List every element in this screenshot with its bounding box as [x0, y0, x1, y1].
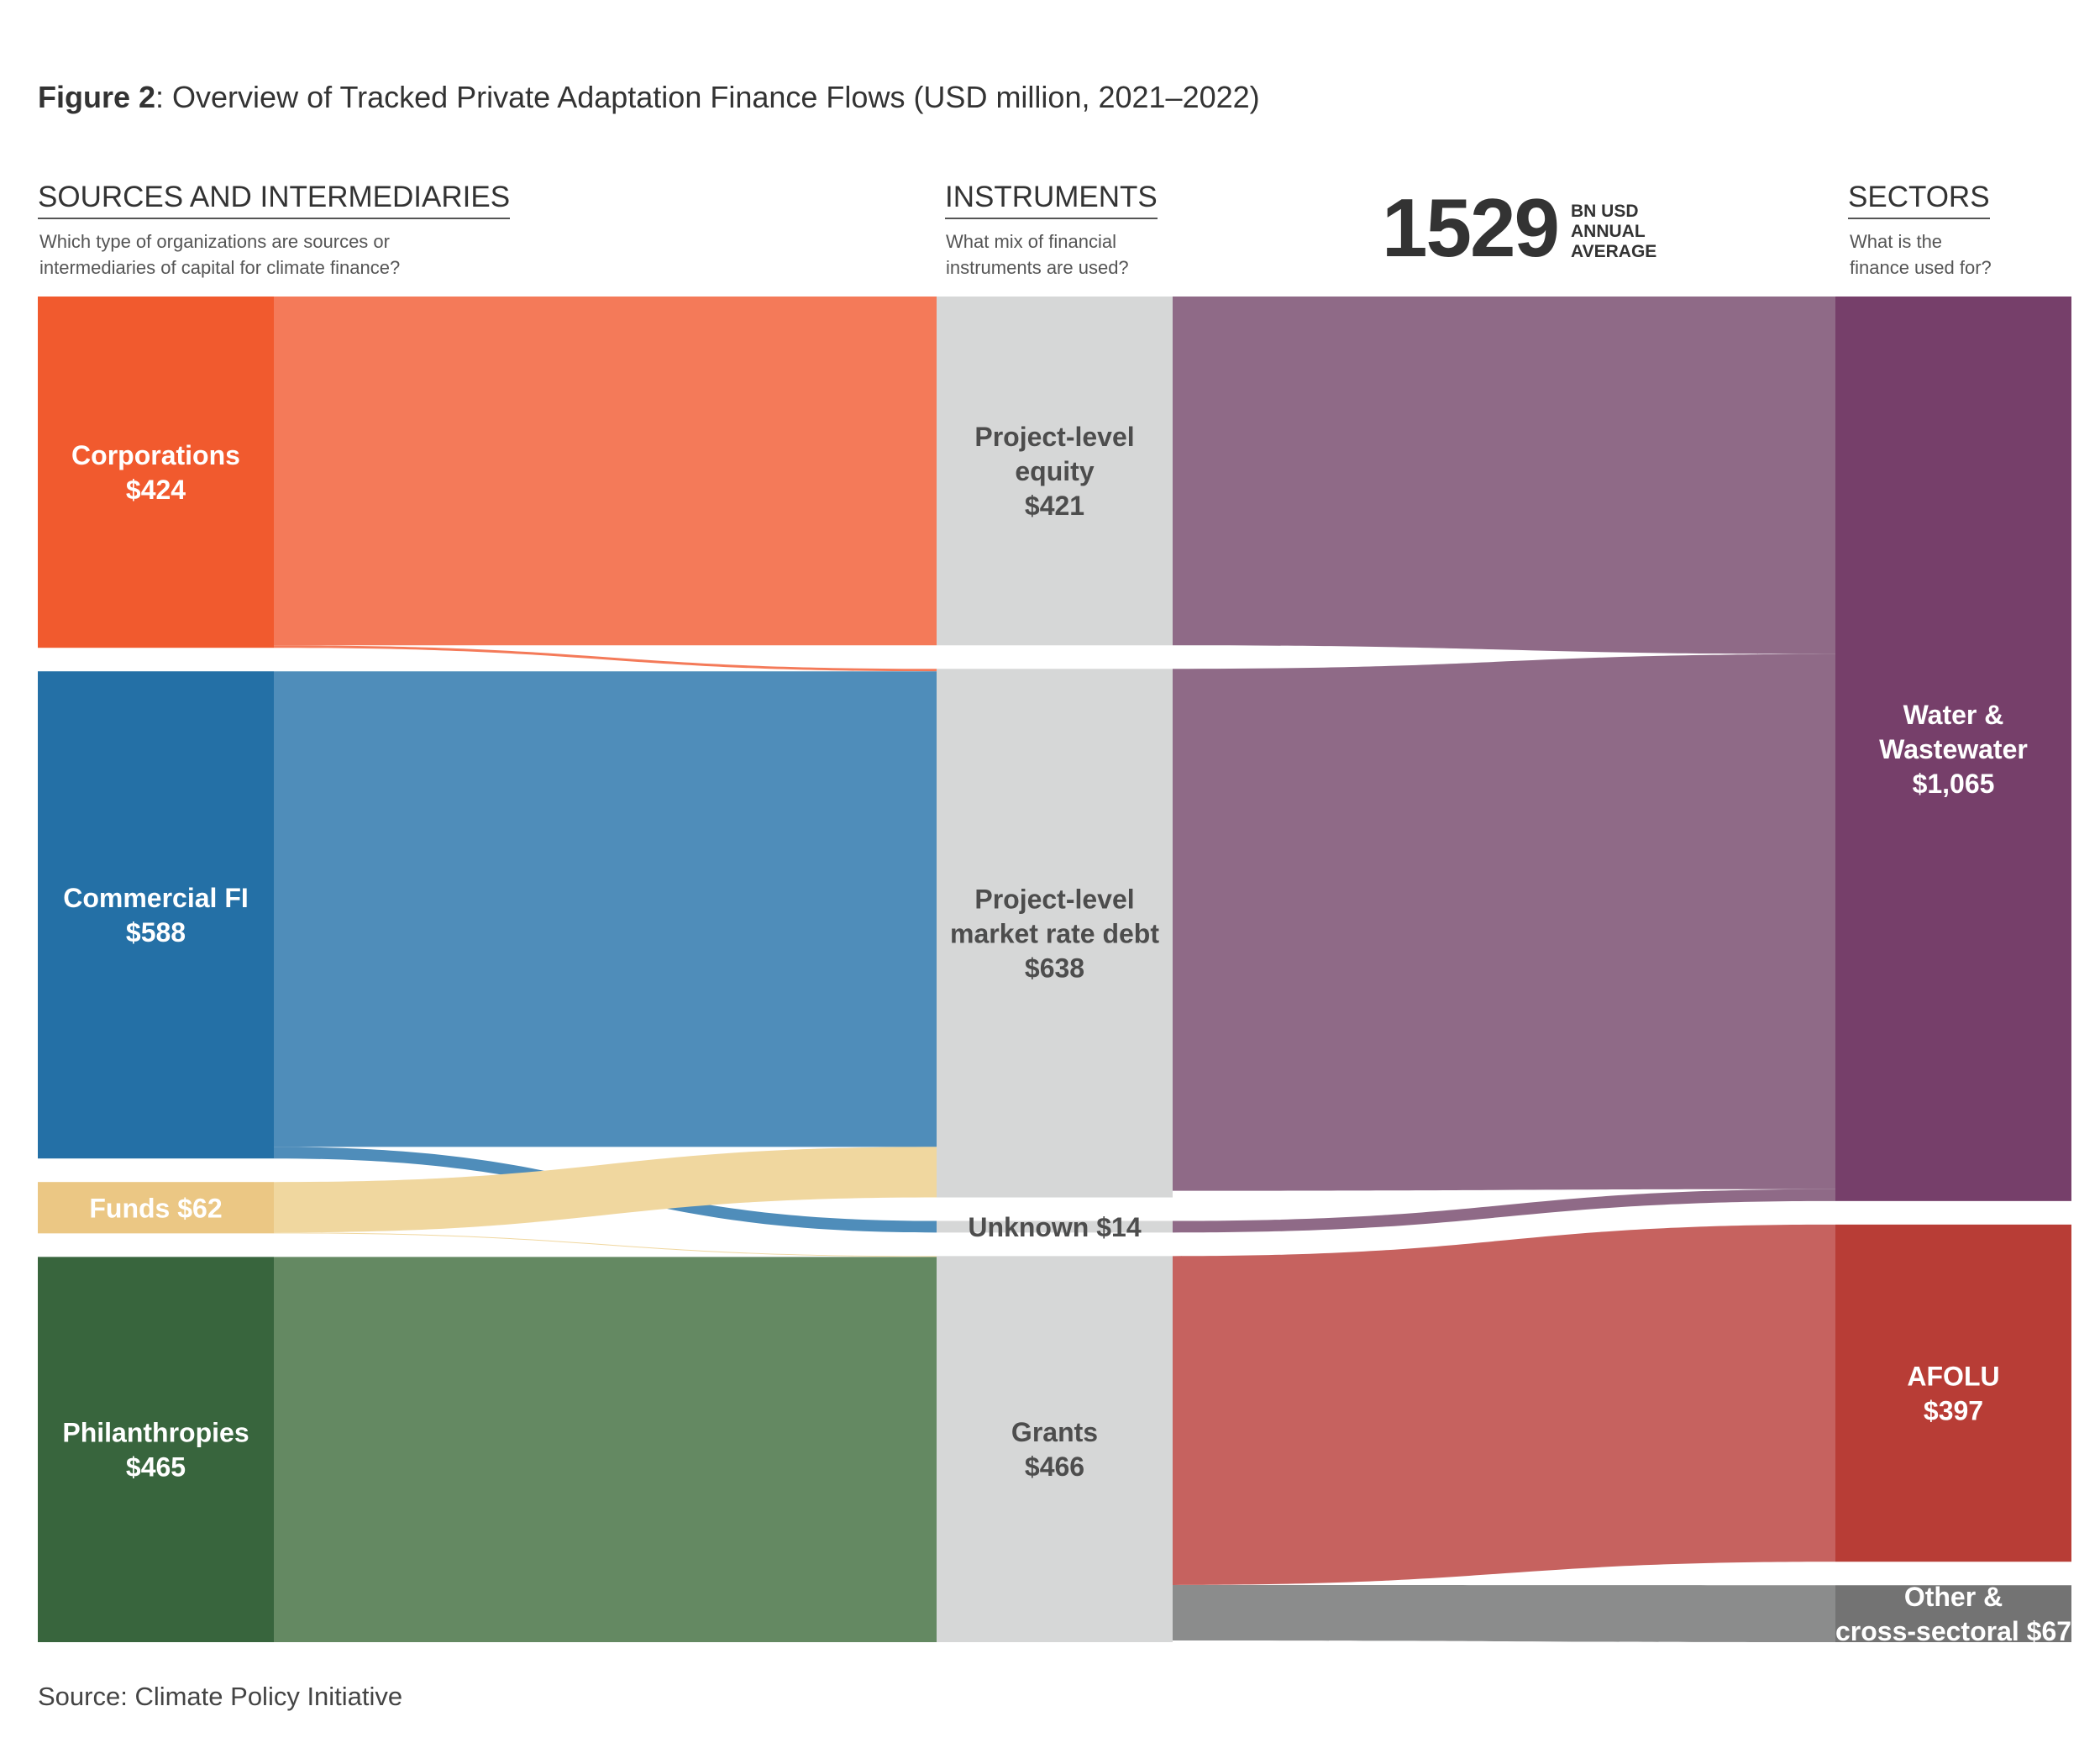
- source-label-line: Commercial FI: [63, 883, 249, 913]
- source-label-line: $424: [126, 475, 186, 505]
- sources-subheading: Which type of organizations are sources …: [39, 228, 400, 281]
- source-label-line: Philanthropies: [62, 1418, 249, 1448]
- source-label-funds: Funds $62: [89, 1193, 222, 1223]
- instrument-label-unknown: Unknown $14: [968, 1212, 1141, 1242]
- sector-label-other: Other & cross-sectoral $67: [1835, 1582, 2071, 1646]
- flow-grants-to-other: [1173, 1584, 1835, 1642]
- source-label-line: $465: [126, 1452, 186, 1483]
- flow-equity-to-water: [1173, 297, 1835, 654]
- flow-debt-to-water: [1173, 654, 1835, 1191]
- flow-funds-to-debt: [274, 1147, 937, 1233]
- source-node-commercial_fi: [38, 671, 274, 1159]
- sectors-subheading-line: What is the: [1850, 231, 1943, 252]
- sector-label-line: Other &: [1904, 1582, 2003, 1612]
- sector-label-line: cross-sectoral $67: [1835, 1616, 2071, 1646]
- source-note: Source: Climate Policy Initiative: [38, 1682, 403, 1711]
- total-unit-line: BN USD: [1571, 202, 1639, 221]
- instrument-label-debt: Project-level market rate debt $638: [950, 884, 1159, 983]
- flow-commercial_fi-to-debt: [274, 671, 937, 1147]
- instrument-label-line: Grants: [1011, 1417, 1098, 1447]
- instrument-label-equity: Project-level equity $421: [974, 422, 1134, 521]
- source-node-funds: [38, 1182, 274, 1234]
- sectors-subheading-line: finance used for?: [1850, 257, 1992, 278]
- instruments-subheading-line: What mix of financial: [946, 231, 1116, 252]
- source-node-philanthropies: [38, 1257, 274, 1642]
- source-label-line: Funds $62: [89, 1193, 222, 1223]
- instruments-subheading: What mix of financial instruments are us…: [946, 228, 1129, 281]
- instrument-node-grants: [937, 1256, 1173, 1642]
- total-unit-line: ANNUAL: [1571, 222, 1646, 241]
- flow-funds-to-grants: [274, 1232, 937, 1257]
- instrument-label-line: $466: [1025, 1451, 1084, 1482]
- sector-label-line: AFOLU: [1907, 1362, 1999, 1392]
- instrument-label-line: $638: [1025, 953, 1084, 983]
- instruments-subheading-line: instruments are used?: [946, 257, 1129, 278]
- sector-label-line: Water &: [1903, 700, 2004, 730]
- instrument-label-line: $421: [1025, 491, 1084, 521]
- sankey-nodes: [38, 297, 2071, 1642]
- source-label-philanthropies: Philanthropies $465: [62, 1418, 249, 1483]
- source-label-line: Corporations: [71, 440, 240, 470]
- sector-label-afolu: AFOLU $397: [1907, 1362, 1999, 1426]
- figure-title-text: : Overview of Tracked Private Adaptation…: [155, 80, 1260, 114]
- flow-philanthropies-to-grants: [274, 1257, 937, 1642]
- figure-label: Figure 2: [38, 80, 156, 114]
- sector-label-line: $1,065: [1913, 769, 1995, 799]
- sankey-links: [274, 297, 1835, 1642]
- sector-node-other: [1835, 1585, 2071, 1642]
- sources-subheading-line: intermediaries of capital for climate fi…: [39, 257, 401, 278]
- flow-unknown-to-water: [1173, 1189, 1835, 1233]
- total-unit: BN USD ANNUAL AVERAGE: [1571, 202, 1656, 262]
- source-label-corporations: Corporations $424: [71, 440, 240, 505]
- sectors-subheading: What is the finance used for?: [1850, 228, 1992, 281]
- instrument-label-line: Unknown $14: [968, 1212, 1141, 1242]
- source-label-line: $588: [126, 917, 186, 947]
- instrument-node-unknown: [937, 1220, 1173, 1233]
- flow-corporations-to-debt: [274, 645, 937, 672]
- flow-grants-to-afolu: [1173, 1224, 1835, 1585]
- instruments-heading: INSTRUMENTS: [945, 181, 1158, 219]
- instrument-label-line: equity: [1015, 456, 1094, 486]
- source-node-corporations: [38, 297, 274, 648]
- sector-node-water: [1835, 297, 2071, 1201]
- figure-title: Figure 2: Overview of Tracked Private Ad…: [38, 80, 1260, 115]
- sector-label-water: Water & Wastewater $1,065: [1879, 700, 2028, 799]
- instrument-node-equity: [937, 297, 1173, 646]
- source-label-commercial_fi: Commercial FI $588: [63, 883, 249, 947]
- instrument-node-debt: [937, 669, 1173, 1198]
- sector-label-line: Wastewater: [1879, 734, 2028, 764]
- instrument-label-line: market rate debt: [950, 918, 1159, 948]
- instrument-label-line: Project-level: [974, 422, 1134, 452]
- instrument-label-grants: Grants $466: [1011, 1417, 1098, 1482]
- sankey-labels: Corporations $424 Commercial FI $588 Funds $…: [62, 422, 2071, 1646]
- instrument-label-line: Project-level: [974, 884, 1134, 914]
- total-value: 1529: [1382, 181, 1560, 274]
- flow-corporations-to-equity: [274, 297, 937, 646]
- sources-subheading-line: Which type of organizations are sources …: [39, 231, 390, 252]
- total-unit-line: AVERAGE: [1571, 242, 1657, 261]
- sector-label-line: $397: [1924, 1396, 1983, 1426]
- sector-node-afolu: [1835, 1224, 2071, 1562]
- sources-heading: SOURCES AND INTERMEDIARIES: [38, 181, 511, 219]
- sectors-heading: SECTORS: [1848, 181, 1990, 219]
